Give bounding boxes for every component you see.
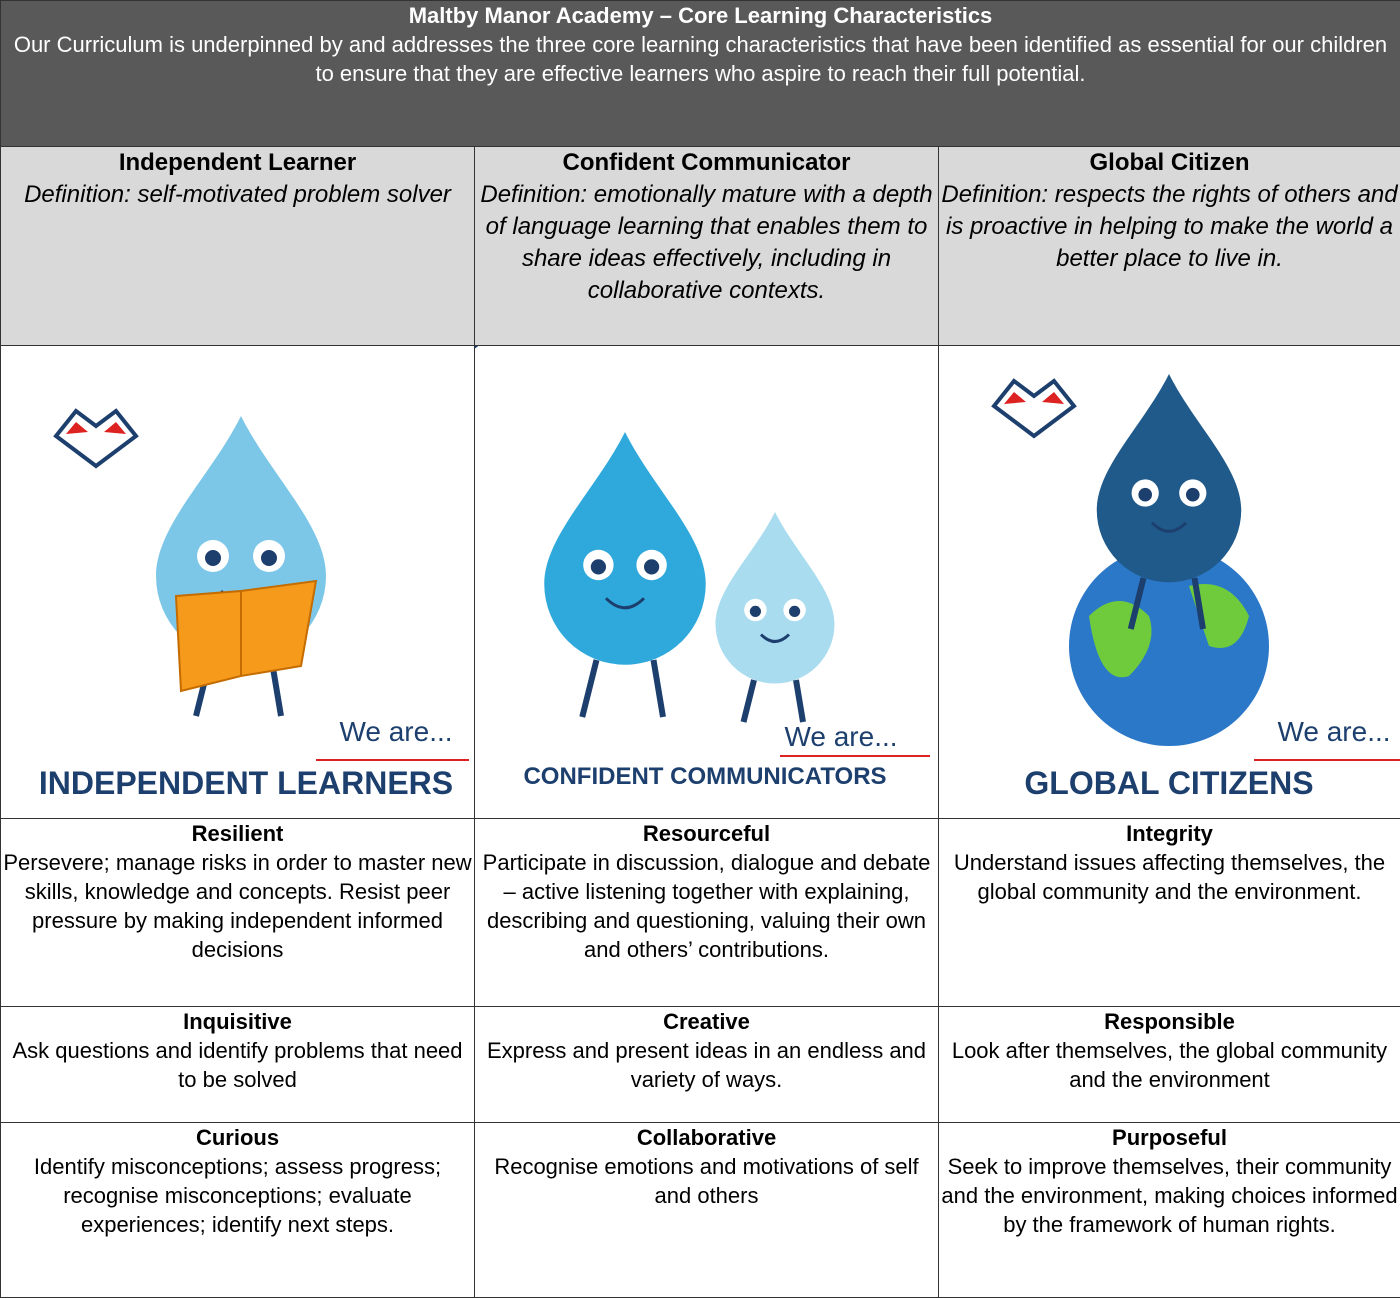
trait-title: Collaborative — [477, 1123, 936, 1152]
trait-title: Curious — [3, 1123, 472, 1152]
droplet — [544, 432, 706, 665]
trait-title: Purposeful — [941, 1123, 1398, 1152]
trait-text: Identify misconceptions; assess progress… — [3, 1152, 472, 1239]
drawing — [475, 346, 939, 722]
pupil — [750, 606, 761, 617]
illustration: We are... GLOBAL CITIZENS — [939, 346, 1400, 811]
kite — [994, 381, 1074, 436]
trait-text: Persevere; manage risks in order to mast… — [3, 848, 472, 964]
image-cell: We are... CONFIDENT COMMUNICATORS — [475, 346, 939, 819]
trait-text: Ask questions and identify problems that… — [3, 1036, 472, 1094]
kite — [56, 411, 136, 466]
pupil — [591, 559, 606, 574]
trait-text: Seek to improve themselves, their commun… — [941, 1152, 1398, 1239]
trait-text: Look after themselves, the global commun… — [941, 1036, 1398, 1094]
illustration: We are... INDEPENDENT LEARNERS — [1, 346, 475, 811]
pupil — [644, 559, 659, 574]
we-are: We are... — [784, 721, 897, 752]
trait-title: Resilient — [3, 819, 472, 848]
trait-text: Recognise emotions and motivations of se… — [477, 1152, 936, 1210]
header-text: Our Curriculum is underpinned by and add… — [3, 30, 1398, 88]
we-are: We are... — [1277, 716, 1390, 747]
image-row: We are... INDEPENDENT LEARNERS We are... CO… — [1, 346, 1400, 819]
pupil — [1186, 488, 1200, 502]
caption: INDEPENDENT LEARNERS — [39, 765, 453, 801]
legs — [744, 680, 804, 722]
column-heading: Independent Learner — [3, 147, 472, 179]
column-definition: Definition: emotionally mature with a de… — [477, 179, 936, 307]
trait-title: Responsible — [941, 1007, 1398, 1036]
image-cell: We are... GLOBAL CITIZENS — [939, 346, 1400, 819]
header-title: Maltby Manor Academy – Core Learning Cha… — [3, 1, 1398, 30]
column-heading: Global Citizen — [941, 147, 1398, 179]
trait-title: Creative — [477, 1007, 936, 1036]
droplet — [716, 512, 835, 684]
image-cell: We are... INDEPENDENT LEARNERS — [1, 346, 475, 819]
droplet — [1097, 374, 1242, 582]
column-definition: Definition: respects the rights of other… — [941, 179, 1398, 275]
trait-title: Integrity — [941, 819, 1398, 848]
illustration: We are... CONFIDENT COMMUNICATORS — [475, 346, 939, 811]
pupil — [789, 606, 800, 617]
pupil — [1138, 488, 1152, 502]
column-heading: Confident Communicator — [477, 147, 936, 179]
we-are: We are... — [339, 716, 452, 747]
legs — [582, 660, 663, 717]
trait-title: Resourceful — [477, 819, 936, 848]
book — [176, 581, 316, 691]
pupil — [261, 550, 277, 566]
trait-text: Express and present ideas in an endless … — [477, 1036, 936, 1094]
column-definition: Definition: self-motivated problem solve… — [3, 179, 472, 211]
header-row: Maltby Manor Academy – Core Learning Cha… — [1, 1, 1400, 147]
caption: GLOBAL CITIZENS — [1024, 765, 1313, 801]
trait-title: Inquisitive — [3, 1007, 472, 1036]
trait-text: Participate in discussion, dialogue and … — [477, 848, 936, 964]
trait-text: Understand issues affecting themselves, … — [941, 848, 1398, 906]
pupil — [205, 550, 221, 566]
drawing — [56, 411, 326, 716]
header-cell: Maltby Manor Academy – Core Learning Cha… — [1, 1, 1400, 147]
drawing — [994, 374, 1269, 746]
caption: CONFIDENT COMMUNICATORS — [523, 763, 886, 790]
